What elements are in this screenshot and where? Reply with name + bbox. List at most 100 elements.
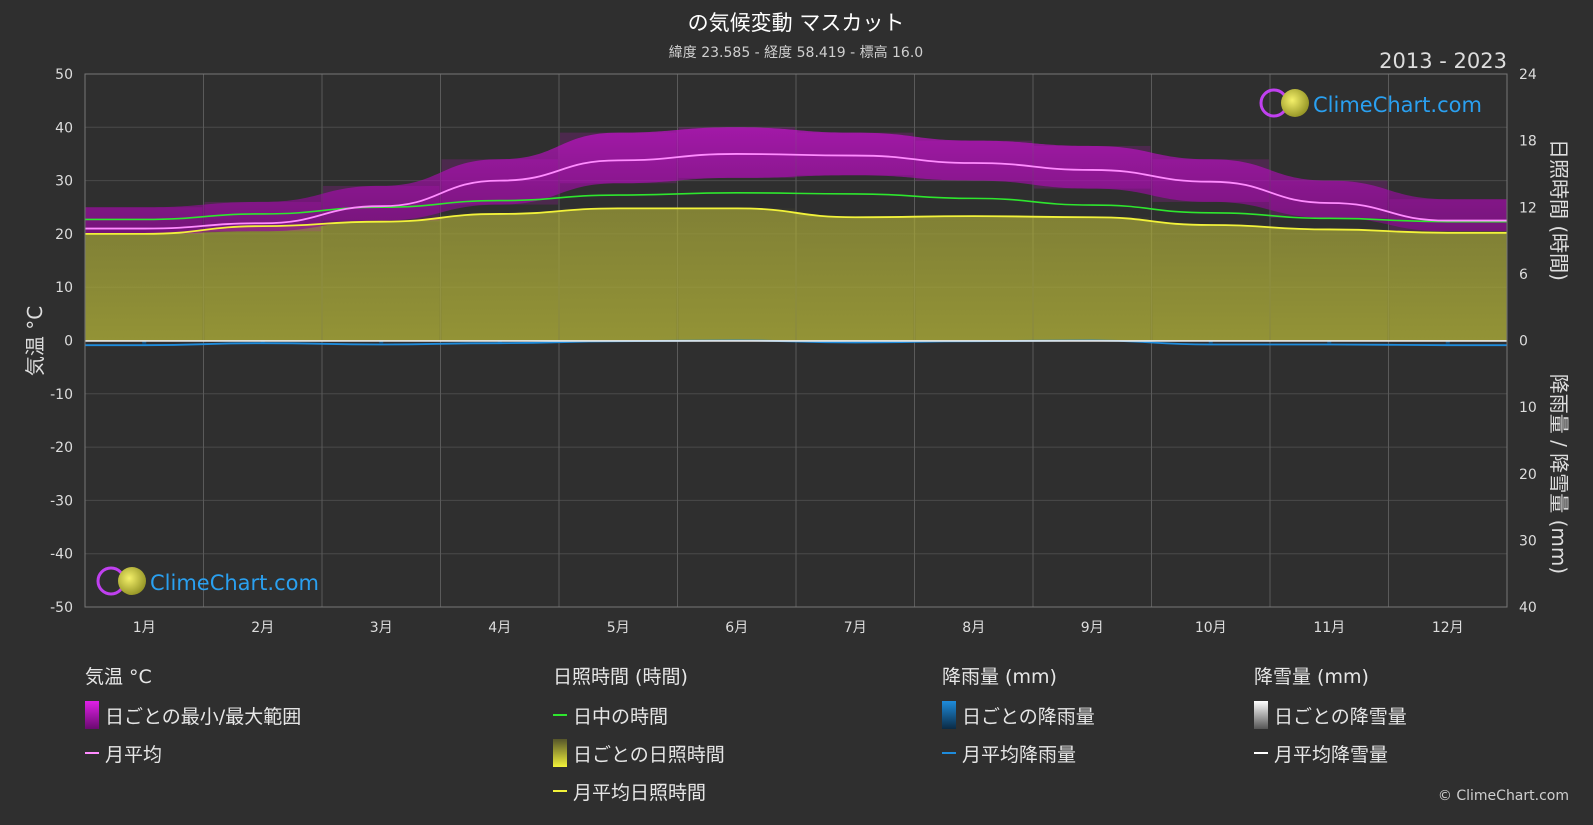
sunshine-layer [85, 208, 1507, 341]
legend-snow-header: 降雪量 (mm) [1254, 666, 1369, 688]
sunshine-bar [678, 208, 795, 341]
snow-avg-swatch [1254, 752, 1268, 754]
month-label: 2月 [251, 620, 274, 636]
daylight-swatch [553, 714, 567, 716]
legend-temp-avg: 月平均 [85, 734, 301, 772]
chart-title: の気候変動 マスカット [688, 11, 905, 35]
right-axis: 24 18 12 6 0 10 20 30 40 [1519, 67, 1537, 616]
left-tick-label: 0 [64, 334, 73, 350]
chart-subtitle: 緯度 23.585 - 経度 58.419 - 標高 16.0 [669, 44, 923, 61]
temp-range-month [1034, 145, 1151, 189]
legend-temp-range-label: 日ごとの最小/最大範囲 [105, 705, 302, 728]
left-axis: 50 40 30 20 10 0 -10 -20 -30 -40 -50 [50, 67, 73, 616]
temp-range-month [1389, 199, 1506, 232]
month-label: 3月 [370, 620, 393, 636]
temp-range-month [1271, 180, 1388, 218]
sunshine-bar [797, 217, 914, 341]
legend-snow-avg-label: 月平均降雪量 [1274, 743, 1389, 766]
left-tick-label: 50 [55, 67, 73, 83]
month-axis: 1月 2月 3月 4月 5月 6月 7月 8月 9月 10月 11月 12月 [133, 620, 1464, 636]
left-tick-label: 30 [55, 174, 73, 190]
rain-swatch [942, 701, 956, 729]
right-tick-label-sunshine: 18 [1519, 134, 1537, 150]
sunshine-bar [1271, 229, 1388, 341]
rain-bar [142, 340, 147, 346]
left-tick-label: -50 [50, 600, 73, 616]
legend-temp: 気温 °C 日ごとの最小/最大範囲 月平均 [85, 662, 301, 772]
logo-sun-icon-2 [118, 567, 146, 595]
legend-sun: 日照時間 (時間) 日中の時間 日ごとの日照時間 月平均日照時間 [553, 662, 725, 810]
month-label: 10月 [1195, 620, 1227, 636]
legend-temp-range: 日ごとの最小/最大範囲 [85, 696, 301, 734]
month-label: 9月 [1081, 620, 1104, 636]
month-label: 1月 [133, 620, 156, 636]
legend-sun-header: 日照時間 (時間) [553, 666, 688, 688]
right-tick-label-sunshine: 6 [1519, 267, 1528, 283]
legend-sunshine-avg-label: 月平均日照時間 [573, 781, 707, 804]
month-label: 5月 [607, 620, 630, 636]
temp-range-band [85, 127, 1507, 234]
right-axis-label-sunshine: 日照時間 (時間) [1547, 139, 1571, 281]
rain-bar [1327, 340, 1332, 345]
right-tick-label-precip: 20 [1519, 467, 1537, 483]
temp-range-month [1152, 159, 1269, 202]
left-tick-label: -30 [50, 493, 73, 509]
legend-rain-header: 降雨量 (mm) [942, 666, 1057, 688]
month-label: 8月 [962, 620, 985, 636]
temp-avg-swatch [85, 752, 99, 754]
brand-logo-bottom: ClimeChart.com [96, 566, 319, 596]
period-label: 2013 - 2023 [1379, 49, 1507, 73]
temp-range-month [441, 159, 558, 205]
legend-sunshine-daily-label: 日ごとの日照時間 [573, 743, 725, 766]
temp-range-swatch [85, 701, 99, 729]
copyright: © ClimeChart.com [1437, 788, 1569, 804]
month-label: 12月 [1432, 620, 1464, 636]
legend-temp-avg-label: 月平均 [105, 743, 163, 766]
sunshine-bar [441, 213, 558, 341]
sunshine-avg-line [84, 207, 1507, 235]
month-label: 7月 [844, 620, 867, 636]
brand-logo-top: ClimeChart.com [1259, 88, 1482, 118]
sunshine-swatch [553, 739, 567, 767]
legend-daylight: 日中の時間 [553, 696, 725, 734]
left-axis-label: 気温 °C [23, 306, 47, 376]
brand-text-bottom: ClimeChart.com [150, 571, 319, 595]
sunshine-bar [1034, 217, 1151, 341]
brand-text-top: ClimeChart.com [1313, 93, 1482, 117]
daylight-line [85, 192, 1507, 223]
legend-rain-avg-label: 月平均降雨量 [962, 743, 1077, 766]
left-tick-label: 20 [55, 227, 73, 243]
right-tick-label-sunshine: 24 [1519, 67, 1537, 83]
right-tick-label-sunshine: 0 [1519, 334, 1528, 350]
legend-rain: 降雨量 (mm) 日ごとの降雨量 月平均降雨量 [942, 662, 1095, 772]
sunshine-bar [86, 233, 203, 341]
rain-bar [260, 340, 265, 344]
rain-bar [1445, 340, 1450, 346]
left-tick-label: -40 [50, 547, 73, 563]
logo-sun-icon [1281, 89, 1309, 117]
sunshine-bar [915, 216, 1032, 341]
left-tick-label: -10 [50, 387, 73, 403]
legend-rain-daily: 日ごとの降雨量 [942, 696, 1095, 734]
right-tick-label-precip: 10 [1519, 400, 1537, 416]
rain-bar [1208, 340, 1213, 345]
legend-rain-daily-label: 日ごとの降雨量 [962, 705, 1095, 728]
right-tick-label-precip: 40 [1519, 600, 1537, 616]
rain-bar [497, 340, 502, 344]
sunshine-avg-swatch [553, 790, 567, 792]
legend-snow-avg: 月平均降雪量 [1254, 734, 1407, 772]
temperature-layer [85, 127, 1507, 234]
legend-daylight-label: 日中の時間 [573, 705, 669, 728]
legend-sunshine-avg: 月平均日照時間 [553, 772, 725, 810]
temp-range-month [678, 127, 795, 178]
snow-swatch [1254, 701, 1268, 729]
month-label: 4月 [488, 620, 511, 636]
month-label: 11月 [1313, 620, 1345, 636]
sunshine-bar [204, 226, 321, 341]
left-tick-label: 10 [55, 280, 73, 296]
plot-frame [84, 73, 1508, 608]
climate-chart: の気候変動 マスカット 緯度 23.585 - 経度 58.419 - 標高 1… [23, 11, 1571, 636]
sunshine-bar [323, 221, 440, 341]
temp-range-month [323, 185, 440, 221]
